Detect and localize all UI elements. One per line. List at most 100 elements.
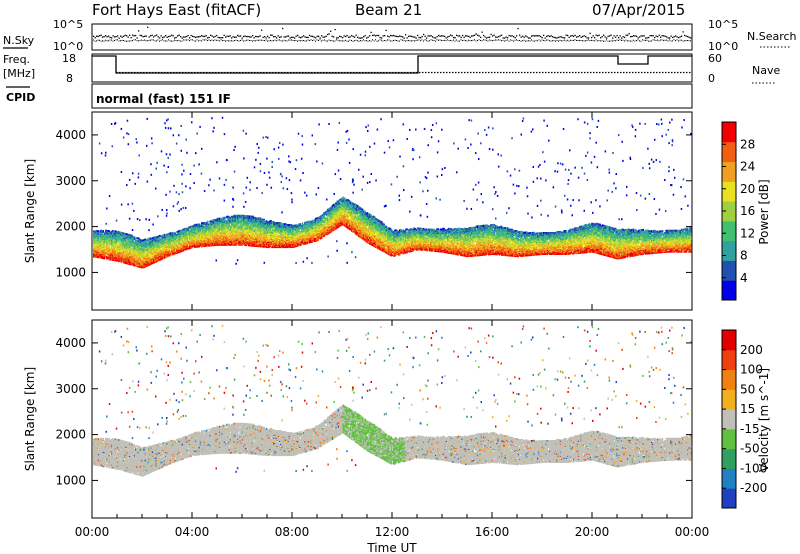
nsky-point: [255, 36, 256, 37]
nsearch-point: [236, 40, 237, 41]
nsearch-point: [93, 40, 94, 41]
nsky-point: [312, 36, 313, 37]
nsearch-point: [317, 39, 318, 40]
nsearch-point: [117, 39, 118, 40]
nsearch-point: [398, 40, 399, 41]
nsearch-point: [149, 40, 150, 41]
nsky-point: [537, 35, 538, 36]
nsearch-point: [654, 39, 655, 40]
nsky-point: [156, 35, 157, 36]
nsky-point: [206, 35, 207, 36]
nsky-point: [533, 35, 534, 36]
nsky-point: [213, 37, 214, 38]
nsky-point: [185, 36, 186, 37]
nsky-point: [630, 36, 631, 37]
nsky-point: [102, 37, 103, 38]
nsearch-point: [459, 41, 460, 42]
nsearch-point: [477, 40, 478, 41]
nsearch-point: [413, 40, 414, 41]
date-title: 07/Apr/2015: [592, 1, 685, 19]
nsky-point: [93, 36, 94, 37]
nsearch-point: [270, 40, 271, 41]
nsky-point: [569, 37, 570, 38]
nsearch-point: [473, 40, 474, 41]
nsearch-point: [420, 40, 421, 41]
nsky-point: [357, 37, 358, 38]
nsky-point: [495, 36, 496, 37]
nsky-point: [363, 36, 364, 37]
nsearch-point: [231, 40, 232, 41]
nsky-point: [402, 36, 403, 37]
nsky-point: [342, 37, 343, 38]
nsky-point: [423, 34, 424, 35]
nsearch-point: [483, 39, 484, 40]
nsearch-point: [624, 40, 625, 41]
nsearch-point: [147, 40, 148, 41]
nsearch-point: [645, 40, 646, 41]
nsearch-point: [332, 40, 333, 41]
nsearch-point: [224, 40, 225, 41]
nsearch-point: [321, 41, 322, 42]
nsearch-point: [194, 40, 195, 41]
nsearch-point: [348, 41, 349, 42]
nsearch-point: [132, 40, 133, 41]
nsearch-point: [497, 40, 498, 41]
nsearch-point: [684, 40, 685, 41]
nsky-point: [297, 35, 298, 36]
nsky-point: [329, 33, 330, 34]
nsky-point: [234, 37, 235, 38]
nsearch-point: [648, 41, 649, 42]
nsearch-point: [596, 39, 597, 40]
nsearch-point: [260, 40, 261, 41]
nsky-point: [252, 35, 253, 36]
nsearch-point: [216, 40, 217, 41]
nsearch-point: [113, 41, 114, 42]
nsearch-point: [287, 40, 288, 41]
nsky-point: [162, 37, 163, 38]
nsearch-point: [242, 39, 243, 40]
nsearch-point: [551, 41, 552, 42]
nsearch-point: [489, 39, 490, 40]
nsearch-point: [614, 40, 615, 41]
nsky-point: [195, 37, 196, 38]
nsearch-point: [176, 40, 177, 41]
nsearch-point: [155, 40, 156, 41]
nsearch-point: [294, 40, 295, 41]
nsearch-point: [545, 40, 546, 41]
nsky-point: [242, 37, 243, 38]
nsky-point: [243, 36, 244, 37]
nsearch-point: [471, 40, 472, 41]
nsearch-point: [680, 40, 681, 41]
nsearch-point: [338, 40, 339, 41]
nsky-point: [653, 35, 654, 36]
power-cell: [103, 230, 105, 232]
nsearch-point: [627, 40, 628, 41]
cpid-strip: CPID normal (fast) 151 IF: [6, 84, 692, 108]
nsearch-point: [557, 40, 558, 41]
nsky-point: [479, 35, 480, 36]
nsky-point: [291, 37, 292, 38]
nsearch-point: [606, 39, 607, 40]
nsearch-point: [309, 40, 310, 41]
nsky-point: [369, 35, 370, 36]
nsearch-point: [99, 40, 100, 41]
nsearch-point: [389, 39, 390, 40]
nsky-point: [186, 36, 187, 37]
nsky-point: [501, 35, 502, 36]
nave-tick-bottom: 0: [708, 72, 715, 85]
nsearch-point: [240, 40, 241, 41]
nsearch-point: [486, 40, 487, 41]
nsearch-point: [663, 40, 664, 41]
nsearch-point: [207, 40, 208, 41]
nsearch-point: [336, 39, 337, 40]
nsearch-point: [197, 39, 198, 40]
nsky-point: [207, 37, 208, 38]
nsky-point: [198, 36, 199, 37]
nsky-point: [392, 35, 393, 36]
nsky-point: [170, 36, 171, 37]
nsky-point: [396, 36, 397, 37]
nsearch-point: [677, 39, 678, 40]
nsky-point: [408, 36, 409, 37]
nsky-point: [428, 35, 429, 36]
nsearch-point: [626, 40, 627, 41]
